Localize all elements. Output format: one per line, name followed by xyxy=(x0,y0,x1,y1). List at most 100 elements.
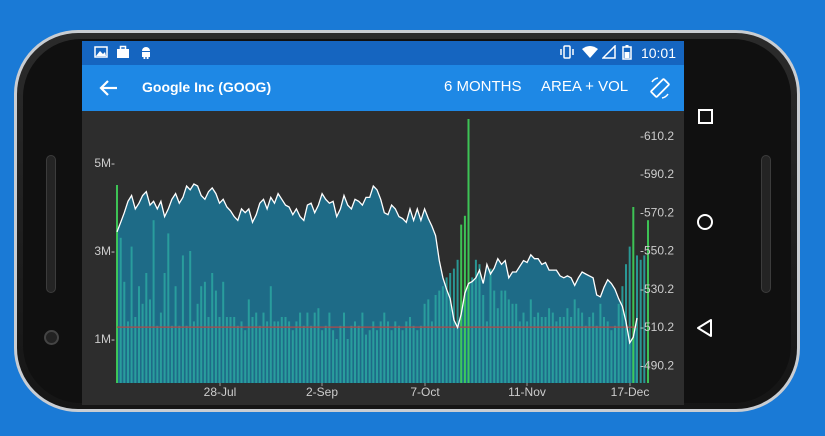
app-screen: 10:01 Google Inc (GOOG) 6 MONTHS AREA + … xyxy=(82,41,684,405)
recent-apps-icon[interactable] xyxy=(697,108,715,126)
volume-bar xyxy=(471,277,474,383)
volume-bar xyxy=(321,330,324,383)
volume-bar xyxy=(540,317,543,383)
volume-bar xyxy=(383,312,386,383)
volume-bar xyxy=(573,299,576,383)
volume-bar xyxy=(390,330,393,383)
volume-bar xyxy=(489,268,492,383)
volume-bar xyxy=(566,308,569,383)
volume-bar xyxy=(218,317,221,383)
volume-bar xyxy=(621,286,624,383)
wifi-icon xyxy=(582,46,598,58)
volume-bar xyxy=(335,339,338,383)
volume-bar xyxy=(332,330,335,383)
price-tick-label: -610.2 xyxy=(640,129,674,143)
back-icon[interactable] xyxy=(695,318,715,338)
volume-bar xyxy=(614,325,616,383)
price-tick-label: -570.2 xyxy=(640,205,674,219)
volume-bar xyxy=(200,286,203,383)
signal-icon xyxy=(602,45,616,59)
volume-bar xyxy=(511,303,514,383)
volume-bar xyxy=(313,312,316,383)
volume-bar xyxy=(244,330,247,383)
arrow-left-icon[interactable] xyxy=(98,77,120,99)
volume-bar xyxy=(266,321,269,383)
price-tick-label: -550.2 xyxy=(640,244,674,258)
volume-bar xyxy=(398,325,400,383)
volume-bar xyxy=(343,312,345,383)
volume-bar xyxy=(277,321,280,383)
volume-bar xyxy=(551,312,554,383)
volume-bar xyxy=(548,308,551,383)
volume-bar xyxy=(529,299,532,383)
volume-bar xyxy=(138,286,140,383)
page-title: Google Inc (GOOG) xyxy=(142,79,272,95)
volume-tick-label: 5M- xyxy=(94,156,115,170)
volume-bar xyxy=(379,321,382,383)
volume-bar xyxy=(225,317,228,383)
volume-bar xyxy=(493,290,496,383)
volume-bar xyxy=(559,317,562,383)
volume-bar xyxy=(588,317,591,383)
volume-bar xyxy=(284,317,287,383)
volume-bar xyxy=(449,273,452,383)
volume-bar xyxy=(299,312,302,383)
volume-bar xyxy=(639,259,642,383)
android-icon xyxy=(142,47,150,59)
volume-bar xyxy=(584,325,587,383)
volume-bar xyxy=(376,330,378,383)
price-area xyxy=(117,184,637,383)
volume-bar xyxy=(214,290,217,383)
screen-rotation-icon[interactable] xyxy=(648,76,672,100)
volume-bar xyxy=(181,255,184,383)
volume-bar xyxy=(211,273,214,383)
volume-bar xyxy=(438,290,441,383)
volume-bar xyxy=(149,299,151,383)
volume-bar xyxy=(526,321,529,383)
stock-chart[interactable]: -610.2 -590.2 -570.2 -550.2 -530.2 -510.2 -490… xyxy=(82,111,684,405)
x-tick-label: 17-Dec xyxy=(611,385,650,399)
volume-bar xyxy=(430,321,433,383)
x-tick-label: 2-Sep xyxy=(306,385,338,399)
volume-bar xyxy=(456,259,459,383)
volume-bar xyxy=(570,317,573,383)
front-camera xyxy=(44,330,59,345)
volume-bar xyxy=(229,317,232,383)
volume-bar xyxy=(577,308,580,383)
volume-bar xyxy=(339,325,342,383)
volume-bar xyxy=(145,273,148,383)
price-tick-label: -490.2 xyxy=(640,358,674,372)
volume-bar xyxy=(222,281,225,383)
chart-mode-selector[interactable]: AREA + VOL xyxy=(541,78,629,95)
volume-bar xyxy=(387,321,389,383)
volume-bar xyxy=(178,325,181,383)
image-icon xyxy=(94,46,108,58)
volume-bar xyxy=(522,312,525,383)
status-bar: 10:01 xyxy=(82,41,684,65)
volume-bar xyxy=(478,264,481,383)
volume-bar xyxy=(562,317,565,383)
volume-bar xyxy=(159,312,162,383)
volume-bar xyxy=(310,325,313,383)
volume-bar xyxy=(350,325,353,383)
volume-bar xyxy=(419,325,422,383)
volume-bar xyxy=(452,268,455,383)
volume-bar xyxy=(123,281,126,383)
volume-bar xyxy=(504,290,507,383)
time-range-selector[interactable]: 6 MONTHS xyxy=(444,78,522,95)
volume-bar xyxy=(152,220,155,383)
volume-bar xyxy=(441,286,444,383)
volume-bar xyxy=(401,330,404,383)
volume-bar xyxy=(485,321,488,383)
volume-bar xyxy=(127,321,129,383)
volume-bar xyxy=(606,321,609,383)
volume-bar xyxy=(555,321,558,383)
volume-bar xyxy=(240,321,243,383)
volume-bar xyxy=(167,233,170,383)
price-tick-label: -590.2 xyxy=(640,167,674,181)
volume-bar xyxy=(482,295,485,383)
volume-bar xyxy=(595,325,598,383)
home-icon[interactable] xyxy=(695,212,715,232)
volume-bar xyxy=(251,317,254,383)
volume-bar xyxy=(119,237,122,383)
